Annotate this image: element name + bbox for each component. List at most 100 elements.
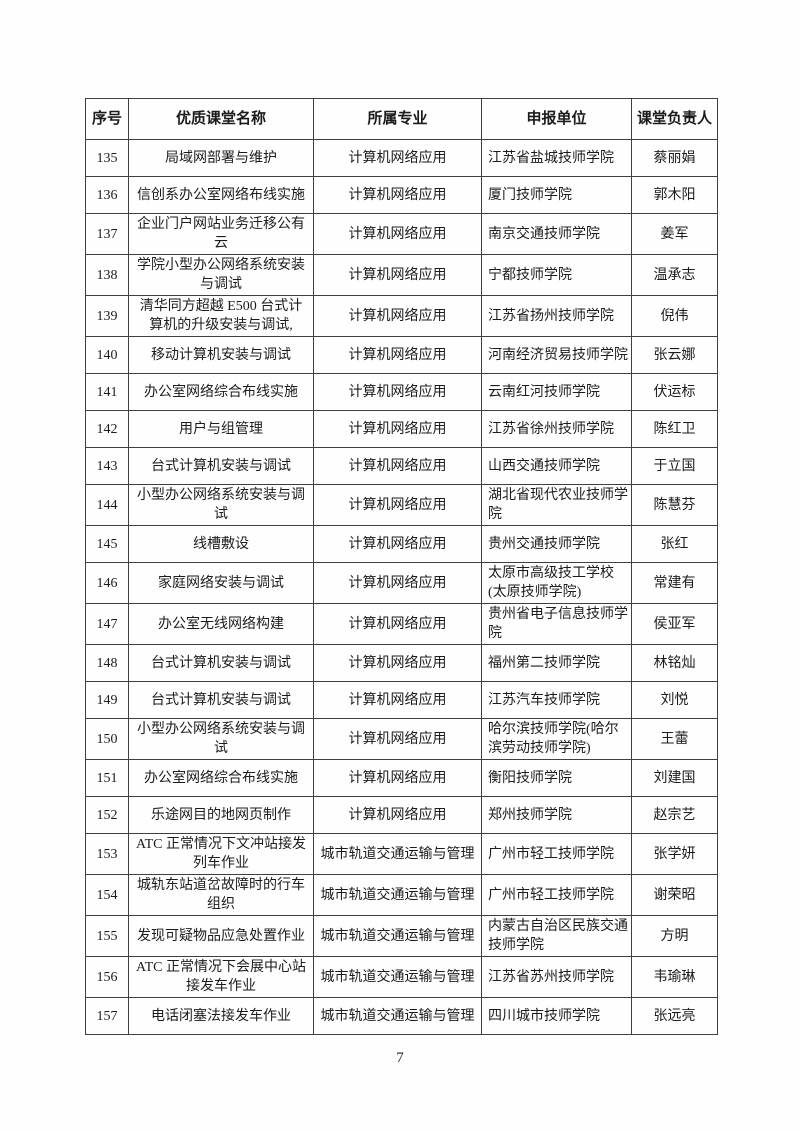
cell-unit: 郑州技师学院 — [481, 796, 632, 834]
cell-unit: 哈尔滨技师学院(哈尔滨劳动技师学院) — [481, 718, 632, 760]
cell-unit: 四川城市技师学院 — [481, 997, 632, 1035]
table-row: 135 局域网部署与维护 计算机网络应用 江苏省盐城技师学院 蔡丽娟 — [85, 139, 718, 177]
col-header-serial-number: 序号 — [85, 98, 129, 140]
cell-unit: 山西交通技师学院 — [481, 447, 632, 485]
col-header-major: 所属专业 — [313, 98, 482, 140]
cell-unit: 湖北省现代农业技师学院 — [481, 484, 632, 526]
table-row: 156 ATC 正常情况下会展中心站接发车作业 城市轨道交通运输与管理 江苏省苏… — [85, 956, 718, 998]
cell-unit: 南京交通技师学院 — [481, 213, 632, 255]
table-row: 143 台式计算机安装与调试 计算机网络应用 山西交通技师学院 于立国 — [85, 447, 718, 485]
cell-course-name: 台式计算机安装与调试 — [128, 644, 314, 682]
course-table: 序号 优质课堂名称 所属专业 申报单位 课堂负责人 135 局域网部署与维护 计… — [85, 98, 718, 1035]
cell-major: 计算机网络应用 — [313, 213, 482, 255]
cell-serial-number: 139 — [85, 295, 129, 337]
cell-major: 计算机网络应用 — [313, 484, 482, 526]
table-row: 151 办公室网络综合布线实施 计算机网络应用 衡阳技师学院 刘建国 — [85, 759, 718, 797]
table-row: 141 办公室网络综合布线实施 计算机网络应用 云南红河技师学院 伏运标 — [85, 373, 718, 411]
cell-major: 计算机网络应用 — [313, 796, 482, 834]
table-row: 145 线槽敷设 计算机网络应用 贵州交通技师学院 张红 — [85, 525, 718, 563]
cell-leader: 赵宗艺 — [631, 796, 718, 834]
cell-major: 城市轨道交通运输与管理 — [313, 956, 482, 998]
cell-course-name: 移动计算机安装与调试 — [128, 336, 314, 374]
cell-leader: 倪伟 — [631, 295, 718, 337]
cell-course-name: 清华同方超越 E500 台式计算机的升级安装与调试, — [128, 295, 314, 337]
table-row: 142 用户与组管理 计算机网络应用 江苏省徐州技师学院 陈红卫 — [85, 410, 718, 448]
cell-course-name: 小型办公网络系统安装与调试 — [128, 718, 314, 760]
table-row: 139 清华同方超越 E500 台式计算机的升级安装与调试, 计算机网络应用 江… — [85, 295, 718, 337]
cell-unit: 广州市轻工技师学院 — [481, 874, 632, 916]
cell-leader: 常建有 — [631, 562, 718, 604]
table-header-row: 序号 优质课堂名称 所属专业 申报单位 课堂负责人 — [85, 98, 718, 140]
cell-serial-number: 147 — [85, 603, 129, 645]
cell-leader: 张云娜 — [631, 336, 718, 374]
cell-leader: 王蕾 — [631, 718, 718, 760]
cell-major: 计算机网络应用 — [313, 759, 482, 797]
cell-major: 计算机网络应用 — [313, 644, 482, 682]
cell-leader: 谢荣昭 — [631, 874, 718, 916]
cell-unit: 江苏省徐州技师学院 — [481, 410, 632, 448]
table-row: 138 学院小型办公网络系统安装与调试 计算机网络应用 宁都技师学院 温承志 — [85, 254, 718, 296]
cell-unit: 厦门技师学院 — [481, 176, 632, 214]
cell-leader: 林铭灿 — [631, 644, 718, 682]
cell-leader: 张红 — [631, 525, 718, 563]
cell-serial-number: 149 — [85, 681, 129, 719]
cell-unit: 江苏省苏州技师学院 — [481, 956, 632, 998]
cell-serial-number: 152 — [85, 796, 129, 834]
table-row: 136 信创系办公室网络布线实施 计算机网络应用 厦门技师学院 郭木阳 — [85, 176, 718, 214]
cell-course-name: 局域网部署与维护 — [128, 139, 314, 177]
page-number: 7 — [396, 1050, 404, 1066]
cell-leader: 蔡丽娟 — [631, 139, 718, 177]
cell-leader: 姜军 — [631, 213, 718, 255]
cell-leader: 陈红卫 — [631, 410, 718, 448]
cell-major: 计算机网络应用 — [313, 718, 482, 760]
cell-serial-number: 153 — [85, 833, 129, 875]
cell-serial-number: 137 — [85, 213, 129, 255]
cell-course-name: 城轨东站道岔故障时的行车组织 — [128, 874, 314, 916]
cell-major: 城市轨道交通运输与管理 — [313, 833, 482, 875]
cell-leader: 郭木阳 — [631, 176, 718, 214]
table-row: 146 家庭网络安装与调试 计算机网络应用 太原市高级技工学校(太原技师学院) … — [85, 562, 718, 604]
table-row: 147 办公室无线网络构建 计算机网络应用 贵州省电子信息技师学院 侯亚军 — [85, 603, 718, 645]
col-header-course-name: 优质课堂名称 — [128, 98, 314, 140]
cell-leader: 温承志 — [631, 254, 718, 296]
cell-major: 计算机网络应用 — [313, 603, 482, 645]
cell-major: 计算机网络应用 — [313, 295, 482, 337]
col-header-unit: 申报单位 — [481, 98, 632, 140]
table-row: 155 发现可疑物品应急处置作业 城市轨道交通运输与管理 内蒙古自治区民族交通技… — [85, 915, 718, 957]
cell-unit: 宁都技师学院 — [481, 254, 632, 296]
col-header-leader: 课堂负责人 — [631, 98, 718, 140]
cell-unit: 广州市轻工技师学院 — [481, 833, 632, 875]
table-row: 153 ATC 正常情况下文冲站接发列车作业 城市轨道交通运输与管理 广州市轻工… — [85, 833, 718, 875]
cell-course-name: ATC 正常情况下文冲站接发列车作业 — [128, 833, 314, 875]
table-row: 148 台式计算机安装与调试 计算机网络应用 福州第二技师学院 林铭灿 — [85, 644, 718, 682]
cell-course-name: 台式计算机安装与调试 — [128, 681, 314, 719]
table-row: 137 企业门户网站业务迁移公有云 计算机网络应用 南京交通技师学院 姜军 — [85, 213, 718, 255]
cell-serial-number: 154 — [85, 874, 129, 916]
cell-unit: 云南红河技师学院 — [481, 373, 632, 411]
cell-serial-number: 155 — [85, 915, 129, 957]
table-row: 150 小型办公网络系统安装与调试 计算机网络应用 哈尔滨技师学院(哈尔滨劳动技… — [85, 718, 718, 760]
cell-serial-number: 145 — [85, 525, 129, 563]
cell-serial-number: 136 — [85, 176, 129, 214]
cell-unit: 江苏省盐城技师学院 — [481, 139, 632, 177]
cell-course-name: 办公室网络综合布线实施 — [128, 373, 314, 411]
cell-course-name: ATC 正常情况下会展中心站接发车作业 — [128, 956, 314, 998]
cell-leader: 刘建国 — [631, 759, 718, 797]
cell-major: 城市轨道交通运输与管理 — [313, 915, 482, 957]
cell-course-name: 企业门户网站业务迁移公有云 — [128, 213, 314, 255]
cell-course-name: 家庭网络安装与调试 — [128, 562, 314, 604]
cell-unit: 江苏汽车技师学院 — [481, 681, 632, 719]
cell-serial-number: 144 — [85, 484, 129, 526]
cell-course-name: 办公室无线网络构建 — [128, 603, 314, 645]
cell-unit: 江苏省扬州技师学院 — [481, 295, 632, 337]
cell-unit: 福州第二技师学院 — [481, 644, 632, 682]
table-row: 140 移动计算机安装与调试 计算机网络应用 河南经济贸易技师学院 张云娜 — [85, 336, 718, 374]
cell-major: 计算机网络应用 — [313, 336, 482, 374]
cell-major: 计算机网络应用 — [313, 562, 482, 604]
table-row: 152 乐途网目的地网页制作 计算机网络应用 郑州技师学院 赵宗艺 — [85, 796, 718, 834]
cell-leader: 韦瑜琳 — [631, 956, 718, 998]
cell-serial-number: 143 — [85, 447, 129, 485]
table-row: 144 小型办公网络系统安装与调试 计算机网络应用 湖北省现代农业技师学院 陈慧… — [85, 484, 718, 526]
cell-unit: 河南经济贸易技师学院 — [481, 336, 632, 374]
